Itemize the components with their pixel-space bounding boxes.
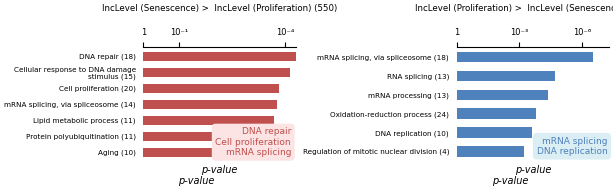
Bar xyxy=(457,90,549,100)
Bar xyxy=(457,52,593,62)
Bar xyxy=(143,52,310,61)
Bar xyxy=(457,108,536,119)
X-axis label: p-value: p-value xyxy=(514,165,551,175)
Text: mRNA splicing
DNA replication: mRNA splicing DNA replication xyxy=(536,137,607,156)
X-axis label: p-value: p-value xyxy=(201,165,238,175)
Text: p-value: p-value xyxy=(178,176,215,186)
Title: IncLevel (Senescence) >  IncLevel (Proliferation) (550): IncLevel (Senescence) > IncLevel (Prolif… xyxy=(102,4,337,13)
Bar xyxy=(143,116,274,125)
Bar xyxy=(143,68,291,77)
Title: IncLevel (Proliferation) >  IncLevel (Senescence) (420): IncLevel (Proliferation) > IncLevel (Sen… xyxy=(415,4,613,13)
Bar xyxy=(143,100,277,109)
Bar xyxy=(143,84,279,93)
Text: p-value: p-value xyxy=(492,176,528,186)
Text: DNA repair
Cell proliferation
mRNA splicing: DNA repair Cell proliferation mRNA splic… xyxy=(215,127,291,157)
Bar xyxy=(457,127,531,138)
Bar xyxy=(143,132,260,141)
Bar xyxy=(143,148,255,157)
Bar xyxy=(457,71,555,81)
Bar xyxy=(457,146,524,157)
